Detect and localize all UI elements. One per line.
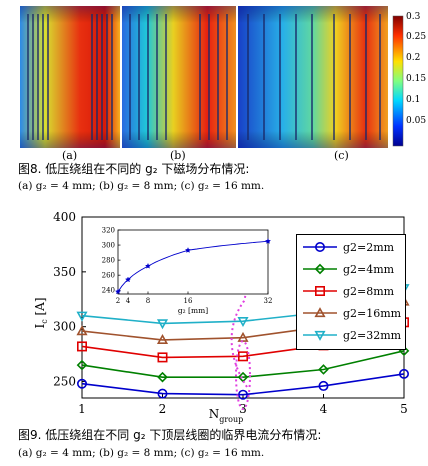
x-tick-label: 1 [78, 402, 86, 416]
inset-y-tick-label: 320 [102, 227, 115, 235]
data-point [318, 380, 329, 391]
data-point [157, 371, 168, 383]
data-point [156, 334, 169, 345]
legend-label: g2=32mm [343, 329, 402, 342]
inset-y-tick-label: 300 [102, 242, 115, 250]
legend-marker [314, 330, 326, 341]
field-map-b [122, 6, 236, 148]
series-line [81, 350, 405, 378]
y-tick-label: 300 [53, 320, 76, 334]
inset-chart: 2 4 8 16 32 240 260 280 300 320 g₂ [mm] [102, 227, 273, 316]
inset-x-tick-label: 4 [126, 297, 131, 305]
panel-label-c: (c) [334, 149, 349, 162]
legend: g2=2mm g2=4mm g2=8mm g2=16mm g2=32mm [296, 234, 406, 350]
legend-label: g2=4mm [343, 263, 395, 276]
x-axis-label: Ngroup [209, 407, 244, 424]
legend-label: g2=8mm [343, 285, 395, 298]
data-point [237, 317, 249, 328]
inset-axis-ticks: 2 4 8 16 32 240 260 280 300 320 [102, 227, 273, 306]
colorbar-tick: 0.15 [406, 74, 427, 84]
y-tick-label: 400 [53, 210, 76, 224]
data-point [318, 364, 329, 375]
inset-y-tick-label: 280 [102, 257, 115, 265]
figure8: 0.3 0.25 0.2 0.15 0.1 0.05 (a) (b) (c) 图… [0, 0, 428, 200]
data-point [238, 351, 249, 362]
data-point [237, 331, 249, 342]
colorbar-tick: 0.05 [406, 116, 427, 126]
series-line [81, 373, 405, 396]
colorbar-tick: 0.3 [406, 12, 421, 22]
x-tick-label: 5 [400, 402, 408, 416]
colorbar-ticks: 0.3 0.25 0.2 0.15 0.1 0.05 [406, 12, 428, 142]
inset-x-tick-label: 8 [146, 297, 150, 305]
data-point [398, 368, 409, 379]
legend-marker [314, 263, 326, 275]
figure9-caption: 图9. 低压绕组在不同 g₂ 下顶层线圈的临界电流分布情况: [18, 428, 322, 442]
colorbar-tick: 0.25 [406, 32, 427, 42]
inset-plot-area [117, 229, 269, 295]
inset-data-point [124, 276, 132, 283]
data-point [77, 378, 88, 389]
field-maps [20, 6, 404, 148]
figure8-subcaption: (a) g₂ = 4 mm; (b) g₂ = 8 mm; (c) g₂ = 1… [18, 180, 265, 192]
legend-label: g2=16mm [343, 307, 402, 320]
field-map-c [238, 6, 388, 148]
data-point [76, 359, 88, 371]
figure8-caption: 图8. 低压绕组在不同的 g₂ 下磁场分布情况: [18, 162, 250, 176]
data-point [238, 389, 249, 400]
inset-series-layer [114, 238, 272, 295]
inset-x-tick-label: 32 [264, 297, 273, 305]
inset-x-axis-label: g₂ [mm] [178, 306, 208, 315]
figure9-subcaption: (a) g₂ = 4 mm; (b) g₂ = 8 mm; (c) g₂ = 1… [18, 447, 265, 459]
colorbar [392, 15, 404, 147]
inset-data-point [264, 238, 272, 244]
inset-data-point [144, 262, 152, 269]
x-tick-label: 2 [159, 402, 167, 416]
data-point [76, 325, 88, 336]
inset-y-tick-label: 260 [102, 272, 115, 280]
legend-marker [314, 242, 325, 252]
inset-y-tick-label: 240 [102, 287, 115, 295]
inset-series-line [117, 240, 269, 292]
inset-data-point [184, 247, 192, 253]
data-point [156, 319, 169, 330]
legend-markers: g2=2mm g2=4mm g2=8mm g2=16mm g2=32mm [303, 241, 402, 342]
data-point [76, 311, 88, 322]
data-point [157, 388, 168, 399]
panel-label-a: (a) [62, 149, 78, 162]
colorbar-tick: 0.2 [406, 53, 421, 63]
x-tick-label: 4 [320, 402, 328, 416]
data-point [157, 352, 168, 363]
inset-data-point [114, 288, 122, 295]
inset-x-tick-label: 2 [116, 297, 120, 305]
field-map-a [20, 6, 120, 148]
panel-label-b: (b) [170, 149, 186, 162]
legend-marker [314, 285, 325, 296]
colorbar-tick: 0.1 [406, 95, 421, 105]
y-tick-label: 350 [53, 265, 76, 279]
data-point [77, 341, 88, 352]
legend-label: g2=2mm [343, 241, 395, 254]
legend-marker [314, 307, 326, 318]
inset-x-tick-label: 16 [184, 297, 193, 305]
y-axis-label: Ic [A] [33, 297, 49, 328]
y-tick-label: 250 [53, 375, 76, 389]
